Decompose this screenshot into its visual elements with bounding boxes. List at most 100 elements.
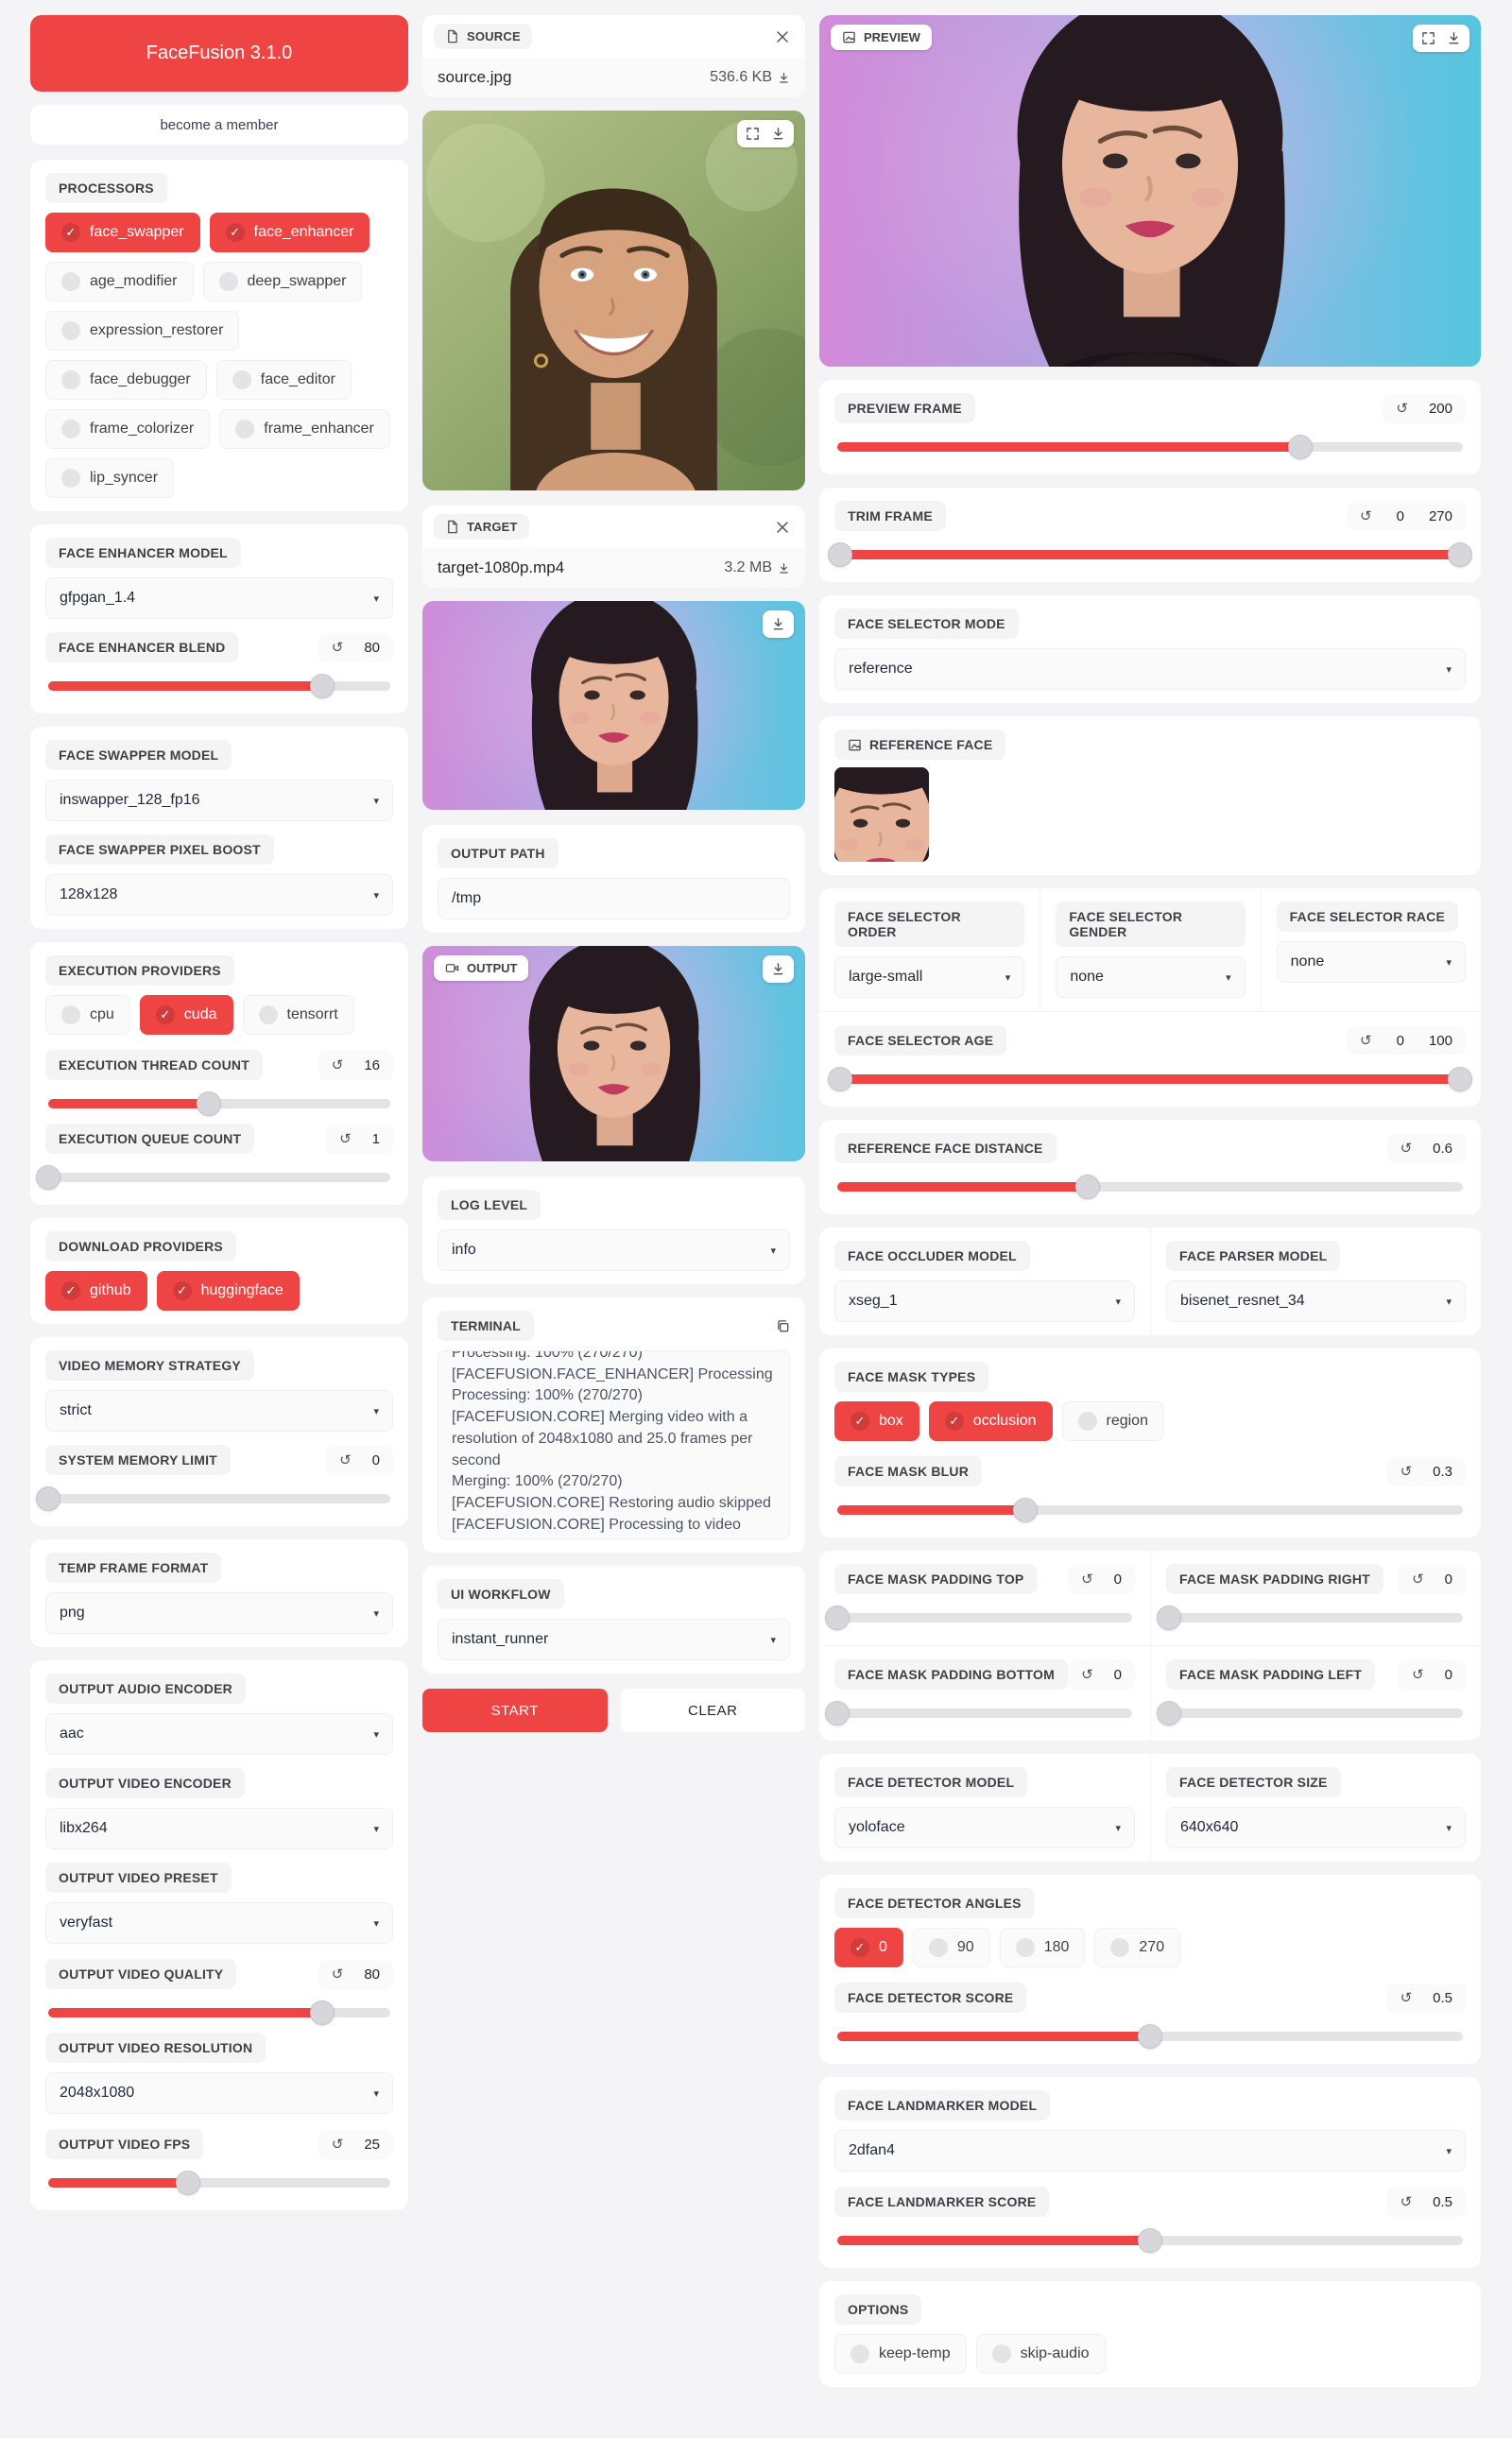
ui-workflow-dropdown[interactable]: instant_runner ▾ [438,1619,790,1660]
processor-deep-swapper[interactable]: deep_swapper [202,262,363,301]
queue-count-slider[interactable] [36,1165,390,1190]
start-button[interactable]: START [422,1689,608,1732]
reset-icon[interactable]: ↺ [1400,2193,1413,2210]
face-landmarker-score-value[interactable]: ↺ 0.5 [1386,2187,1466,2217]
padding-top-value[interactable]: ↺ 0 [1068,1564,1135,1594]
face-landmarker-model-dropdown[interactable]: 2dfan4 ▾ [834,2130,1466,2172]
face-mask-blur-value[interactable]: ↺ 0.3 [1386,1456,1466,1486]
output-video-quality-slider[interactable] [48,2000,390,2025]
face-mask-blur-slider[interactable] [837,1498,1463,1522]
face-occluder-model-dropdown[interactable]: xseg_1 ▾ [834,1280,1135,1322]
face-detector-score-value[interactable]: ↺ 0.5 [1386,1983,1466,2013]
processor-face-enhancer[interactable]: face_enhancer [209,213,370,252]
reference-distance-slider[interactable] [837,1175,1463,1199]
fullscreen-icon[interactable] [746,127,760,141]
face-selector-gender-dropdown[interactable]: none ▾ [1056,956,1246,998]
terminal-output[interactable]: Processing: 100% (270/270) [FACEFUSION.FA… [438,1350,790,1539]
provider-tensorrt[interactable]: tensorrt [242,995,354,1035]
slider-knob[interactable] [1157,1605,1181,1630]
processor-face-swapper[interactable]: face_swapper [45,213,200,252]
padding-right-value[interactable]: ↺ 0 [1399,1564,1466,1594]
slider-knob[interactable] [197,1091,222,1116]
download-huggingface[interactable]: huggingface [156,1271,300,1311]
download-icon[interactable] [771,127,785,141]
reset-icon[interactable]: ↺ [1360,507,1372,524]
download-icon[interactable] [1447,31,1461,45]
slider-knob[interactable] [1074,1175,1100,1199]
padding-bottom-slider[interactable] [825,1701,1132,1725]
mask-type-box[interactable]: box [834,1401,919,1441]
slider-knob-end[interactable] [1448,542,1472,567]
padding-top-slider[interactable] [825,1605,1132,1630]
option-skip-audio[interactable]: skip-audio [975,2334,1106,2374]
source-image[interactable] [422,111,805,490]
mask-type-occlusion[interactable]: occlusion [928,1401,1053,1441]
mask-type-region[interactable]: region [1061,1401,1164,1441]
preview-frame-value[interactable]: ↺ 200 [1383,393,1466,423]
slider-knob-end[interactable] [1448,1067,1472,1091]
reset-icon[interactable]: ↺ [1400,1463,1413,1480]
padding-right-slider[interactable] [1157,1605,1463,1630]
processor-age-modifier[interactable]: age_modifier [45,262,194,301]
reset-icon[interactable]: ↺ [331,1056,344,1073]
padding-left-slider[interactable] [1157,1701,1463,1725]
reset-icon[interactable]: ↺ [1396,400,1408,417]
reference-face-thumbnail[interactable] [834,767,929,862]
angle-90[interactable]: 90 [912,1928,990,1967]
output-video-quality-value[interactable]: ↺ 80 [318,1959,393,1989]
reset-icon[interactable]: ↺ [331,1966,344,1983]
face-selector-age-slider[interactable] [828,1067,1472,1091]
download-github[interactable]: github [45,1271,147,1311]
processor-lip-syncer[interactable]: lip_syncer [45,458,175,498]
slider-knob[interactable] [825,1701,850,1725]
source-download-link[interactable]: 536.6 KB [710,69,790,86]
copy-icon[interactable] [776,1319,790,1333]
face-enhancer-model-dropdown[interactable]: gfpgan_1.4 ▾ [45,577,393,619]
reset-icon[interactable]: ↺ [339,1130,352,1147]
angle-180[interactable]: 180 [999,1928,1086,1967]
provider-cpu[interactable]: cpu [45,995,130,1035]
slider-knob[interactable] [36,1486,60,1511]
reset-icon[interactable]: ↺ [1412,1666,1424,1683]
slider-knob[interactable] [825,1605,850,1630]
output-video-resolution-dropdown[interactable]: 2048x1080 ▾ [45,2072,393,2114]
target-close-icon[interactable] [771,516,794,539]
processor-frame-enhancer[interactable]: frame_enhancer [219,409,390,449]
source-close-icon[interactable] [771,26,794,48]
system-memory-limit-value[interactable]: ↺ 0 [326,1445,393,1475]
reset-icon[interactable]: ↺ [331,639,344,656]
reset-icon[interactable]: ↺ [1400,1140,1413,1157]
reset-icon[interactable]: ↺ [1412,1571,1424,1588]
thread-count-slider[interactable] [48,1091,390,1116]
reset-icon[interactable]: ↺ [339,1451,352,1468]
reference-distance-value[interactable]: ↺ 0.6 [1386,1133,1466,1163]
processor-face-debugger[interactable]: face_debugger [45,360,207,400]
face-selector-race-dropdown[interactable]: none ▾ [1276,941,1466,983]
slider-knob[interactable] [176,2171,201,2195]
padding-left-value[interactable]: ↺ 0 [1399,1659,1466,1690]
reset-icon[interactable]: ↺ [331,2136,344,2153]
preview-image[interactable]: PREVIEW [819,15,1481,367]
face-selector-age-values[interactable]: ↺ 0 100 [1347,1026,1466,1055]
option-keep-temp[interactable]: keep-temp [834,2334,967,2374]
queue-count-value[interactable]: ↺ 1 [326,1124,393,1154]
reset-icon[interactable]: ↺ [1081,1571,1093,1588]
face-swapper-model-dropdown[interactable]: inswapper_128_fp16 ▾ [45,780,393,821]
processor-expression-restorer[interactable]: expression_restorer [45,311,240,351]
system-memory-limit-slider[interactable] [36,1486,390,1511]
slider-knob[interactable] [1287,435,1313,459]
output-video-fps-value[interactable]: ↺ 25 [318,2129,393,2159]
face-selector-order-dropdown[interactable]: large-small ▾ [834,956,1025,998]
reset-icon[interactable]: ↺ [1081,1666,1093,1683]
video-memory-strategy-dropdown[interactable]: strict ▾ [45,1390,393,1432]
reset-icon[interactable]: ↺ [1360,1032,1372,1049]
slider-knob-start[interactable] [828,1067,852,1091]
processor-face-editor[interactable]: face_editor [215,360,352,400]
slider-knob[interactable] [1138,2024,1162,2049]
download-icon[interactable] [771,962,785,976]
temp-frame-format-dropdown[interactable]: png ▾ [45,1592,393,1634]
target-video[interactable] [422,601,805,810]
preview-frame-slider[interactable] [837,435,1463,459]
angle-0[interactable]: 0 [834,1928,903,1967]
slider-knob[interactable] [1138,2228,1162,2253]
